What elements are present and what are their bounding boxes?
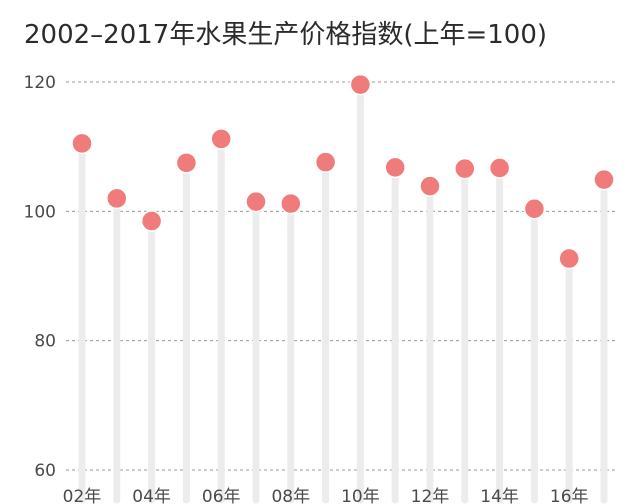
data-point (245, 190, 267, 213)
y-tick-label: 80 (34, 332, 56, 352)
data-point (488, 157, 511, 179)
data-point (349, 73, 372, 96)
y-tick-label: 60 (34, 461, 56, 481)
data-point (175, 152, 198, 174)
data-point (593, 168, 615, 191)
data-point (280, 192, 302, 215)
data-point (71, 132, 93, 155)
data-point (419, 175, 441, 197)
x-tick-label: 08年 (271, 487, 310, 504)
x-tick-label: 06年 (202, 487, 241, 504)
y-axis-ticks: 60 80 100 120 (24, 73, 56, 481)
x-tick-label: 16年 (550, 487, 589, 504)
data-points (71, 73, 615, 270)
data-point (384, 156, 406, 179)
x-axis-ticks: 02年 04年 06年 08年 10年 12年 14年 16年 (63, 487, 589, 504)
data-point (314, 151, 337, 173)
stems (78, 81, 608, 504)
x-tick-label: 10年 (341, 487, 380, 504)
y-tick-label: 100 (24, 202, 56, 222)
data-point (558, 247, 580, 270)
data-point (454, 157, 476, 180)
x-tick-label: 02年 (63, 487, 102, 504)
x-tick-label: 14年 (480, 487, 519, 504)
data-point (106, 187, 128, 210)
data-point (523, 197, 546, 220)
data-point (140, 210, 163, 232)
y-tick-label: 120 (24, 73, 56, 93)
chart-title: 2002–2017年水果生产价格指数(上年=100) (24, 20, 548, 50)
x-tick-label: 12年 (411, 487, 450, 504)
data-point (210, 128, 232, 150)
x-tick-label: 04年 (132, 487, 171, 504)
